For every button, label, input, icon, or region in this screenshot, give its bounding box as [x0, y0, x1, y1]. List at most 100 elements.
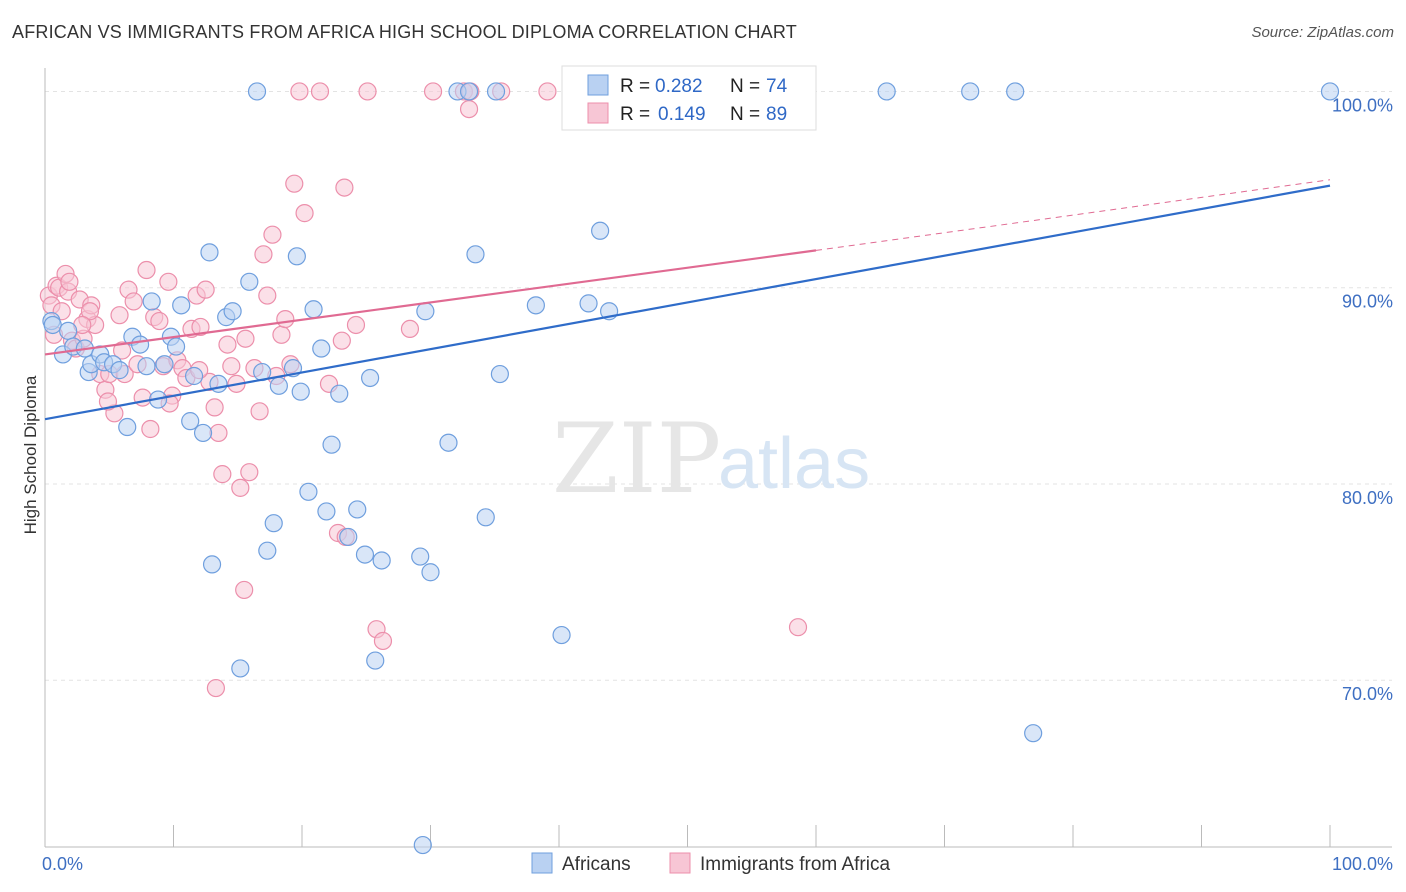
watermark-zip: ZIP: [552, 403, 721, 515]
point-africans: [366, 651, 385, 670]
point-immigrants: [272, 325, 291, 344]
point-africans: [459, 82, 479, 101]
point-immigrants: [250, 402, 269, 421]
point-africans: [43, 315, 62, 335]
point-immigrants: [258, 286, 277, 305]
legend-r-value-2: 0.149: [658, 104, 706, 125]
bottom-legend-swatch-africans: [531, 852, 553, 874]
point-immigrants: [213, 465, 232, 484]
y-tick-label: 90.0%: [1342, 292, 1393, 312]
point-immigrants: [358, 82, 377, 101]
point-africans: [466, 245, 485, 264]
source-label: Source: ZipAtlas.com: [1251, 24, 1394, 41]
point-immigrants: [60, 272, 79, 291]
point-africans: [416, 302, 435, 321]
legend-swatch-immigrants: [587, 102, 609, 124]
trend-line-immigrants: [44, 249, 817, 356]
point-africans: [526, 296, 545, 315]
point-immigrants: [240, 463, 259, 482]
point-africans: [231, 659, 250, 678]
point-immigrants: [141, 419, 160, 439]
stats-legend: R = 0.282 N = 74 R = 0.149 N = 89: [561, 65, 817, 131]
point-immigrants: [276, 309, 295, 329]
point-africans: [961, 82, 980, 101]
point-africans: [291, 382, 310, 401]
point-africans: [155, 355, 174, 374]
point-africans: [193, 423, 213, 443]
point-immigrants: [98, 392, 118, 411]
bottom-legend-label-africans: Africans: [562, 854, 631, 875]
point-africans: [172, 296, 191, 315]
point-immigrants: [206, 678, 226, 698]
point-immigrants: [191, 317, 210, 337]
point-immigrants: [310, 82, 330, 101]
point-africans: [413, 835, 432, 855]
point-africans: [269, 376, 288, 395]
point-africans: [355, 545, 375, 564]
y-axis-title: High School Diploma: [21, 375, 40, 534]
bottom-legend-swatch-immigrants: [669, 852, 691, 874]
point-africans: [202, 555, 222, 574]
point-africans: [348, 500, 367, 519]
point-africans: [361, 368, 380, 388]
trend-line-africans: [44, 184, 1331, 421]
point-immigrants: [295, 204, 314, 223]
point-africans: [264, 514, 283, 533]
legend-r-value-1: 0.282: [655, 76, 703, 97]
y-tick-label: 70.0%: [1342, 684, 1393, 704]
point-africans: [486, 82, 506, 101]
point-africans: [110, 361, 129, 380]
legend-n-value-1: 74: [766, 76, 788, 97]
point-immigrants: [236, 329, 255, 348]
point-immigrants: [196, 280, 215, 299]
point-africans: [317, 502, 336, 521]
point-immigrants: [254, 245, 273, 264]
y-tick-label: 100.0%: [1332, 95, 1393, 115]
point-immigrants: [423, 82, 443, 101]
point-africans: [1006, 82, 1025, 101]
point-africans: [223, 302, 242, 321]
point-immigrants: [137, 260, 156, 280]
data-points: [39, 82, 1340, 855]
point-immigrants: [290, 82, 309, 101]
legend-n-label-2: N =: [730, 104, 760, 125]
point-africans: [181, 412, 200, 431]
trend-lines: [44, 179, 1331, 421]
point-africans: [411, 547, 430, 566]
legend-r-label-2: R =: [620, 104, 650, 125]
point-immigrants: [159, 272, 178, 291]
point-africans: [287, 247, 306, 266]
point-africans: [322, 435, 341, 454]
x-tick-label: 100.0%: [1332, 854, 1393, 874]
legend-n-label-1: N =: [730, 76, 760, 97]
x-tick-labels: 0.0% 100.0%: [42, 854, 1393, 874]
point-immigrants: [209, 423, 228, 443]
point-immigrants: [335, 178, 354, 197]
y-tick-label: 80.0%: [1342, 488, 1393, 508]
point-africans: [1024, 724, 1043, 743]
point-africans: [184, 366, 204, 386]
point-immigrants: [788, 618, 808, 637]
trend-line-immigrants-extension: [815, 179, 1331, 251]
axes: [44, 68, 1392, 848]
point-immigrants: [222, 357, 241, 376]
point-africans: [137, 357, 156, 376]
series-legend: Africans Immigrants from Africa: [531, 852, 890, 875]
point-africans: [490, 364, 509, 384]
point-africans: [877, 82, 896, 101]
point-africans: [166, 337, 186, 356]
legend-r-label-1: R =: [620, 76, 650, 97]
point-immigrants: [400, 319, 420, 338]
point-immigrants: [263, 225, 282, 244]
point-africans: [130, 335, 150, 354]
point-immigrants: [231, 478, 250, 497]
point-immigrants: [235, 580, 254, 600]
point-immigrants: [459, 99, 479, 119]
point-immigrants: [373, 631, 393, 651]
point-africans: [439, 433, 458, 452]
point-immigrants: [124, 292, 143, 311]
point-africans: [372, 551, 391, 570]
point-immigrants: [80, 302, 100, 321]
point-immigrants: [346, 315, 366, 335]
